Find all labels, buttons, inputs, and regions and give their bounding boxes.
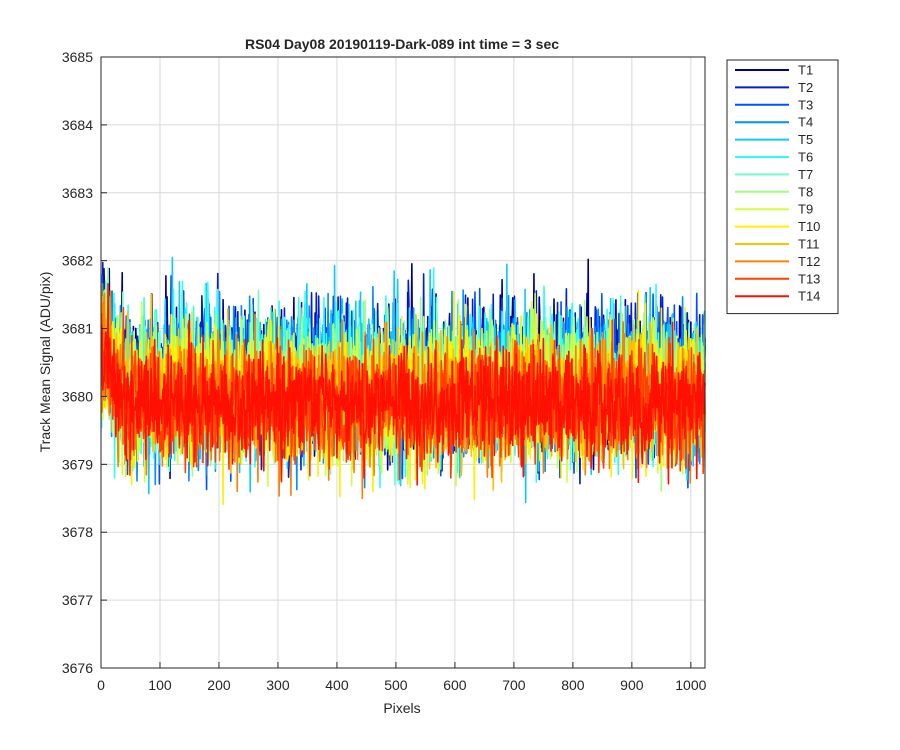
series-layer [100, 256, 706, 506]
legend: T1 T2 T3 T4 T5 T6 T7 T8 T9 T10 T11 T12 T13 T14 [726, 59, 839, 315]
legend-box [726, 59, 839, 315]
chart-title: RS04 Day08 20190119-Dark-089 int time = … [245, 36, 559, 52]
y-tick-label: 3681 [62, 321, 93, 337]
series-line-t14 [100, 283, 706, 486]
x-tick-label: 500 [384, 677, 408, 693]
x-tick-label: 400 [325, 677, 349, 693]
y-tick-label: 3680 [62, 388, 93, 404]
x-tick-label: 200 [207, 677, 231, 693]
y-tick-label: 3677 [62, 592, 93, 608]
x-tick-label: 900 [620, 677, 644, 693]
legend-label: T10 [798, 219, 820, 234]
x-tick-label: 800 [561, 677, 585, 693]
y-tick-label: 3685 [62, 49, 93, 65]
y-tick-label: 3678 [62, 524, 93, 540]
x-tick-label: 600 [443, 677, 467, 693]
legend-label: T11 [798, 237, 819, 252]
x-axis-label: Pixels [383, 700, 420, 716]
legend-label: T9 [798, 202, 813, 217]
legend-label: T5 [798, 132, 813, 147]
plot-area-frame [100, 56, 706, 669]
y-tick-label: 3684 [62, 117, 93, 133]
y-axis-label: Track Mean Signal (ADU/pix) [37, 272, 53, 453]
legend-label: T8 [798, 184, 813, 199]
y-tick-label: 3676 [62, 660, 93, 676]
legend-label: T1 [798, 63, 813, 78]
x-tick-label: 0 [97, 677, 105, 693]
x-tick-label: 100 [148, 677, 172, 693]
y-tick-label: 3682 [62, 253, 93, 269]
legend-label: T2 [798, 80, 813, 95]
y-tick-label: 3683 [62, 185, 93, 201]
legend-label: T12 [798, 254, 820, 269]
x-tick-label: 700 [502, 677, 526, 693]
x-tick-label: 1000 [675, 677, 706, 693]
legend-label: T4 [798, 115, 813, 130]
legend-label: T6 [798, 150, 813, 165]
x-tick-label: 300 [266, 677, 290, 693]
legend-label: T14 [798, 289, 820, 304]
legend-label: T7 [798, 167, 813, 182]
axis-ticks: 0 100 200 300 400 500 600 700 800 900 1000 3676 3677… [62, 49, 707, 693]
legend-label: T13 [798, 271, 820, 286]
legend-label: T3 [798, 97, 813, 112]
y-tick-label: 3679 [62, 456, 93, 472]
